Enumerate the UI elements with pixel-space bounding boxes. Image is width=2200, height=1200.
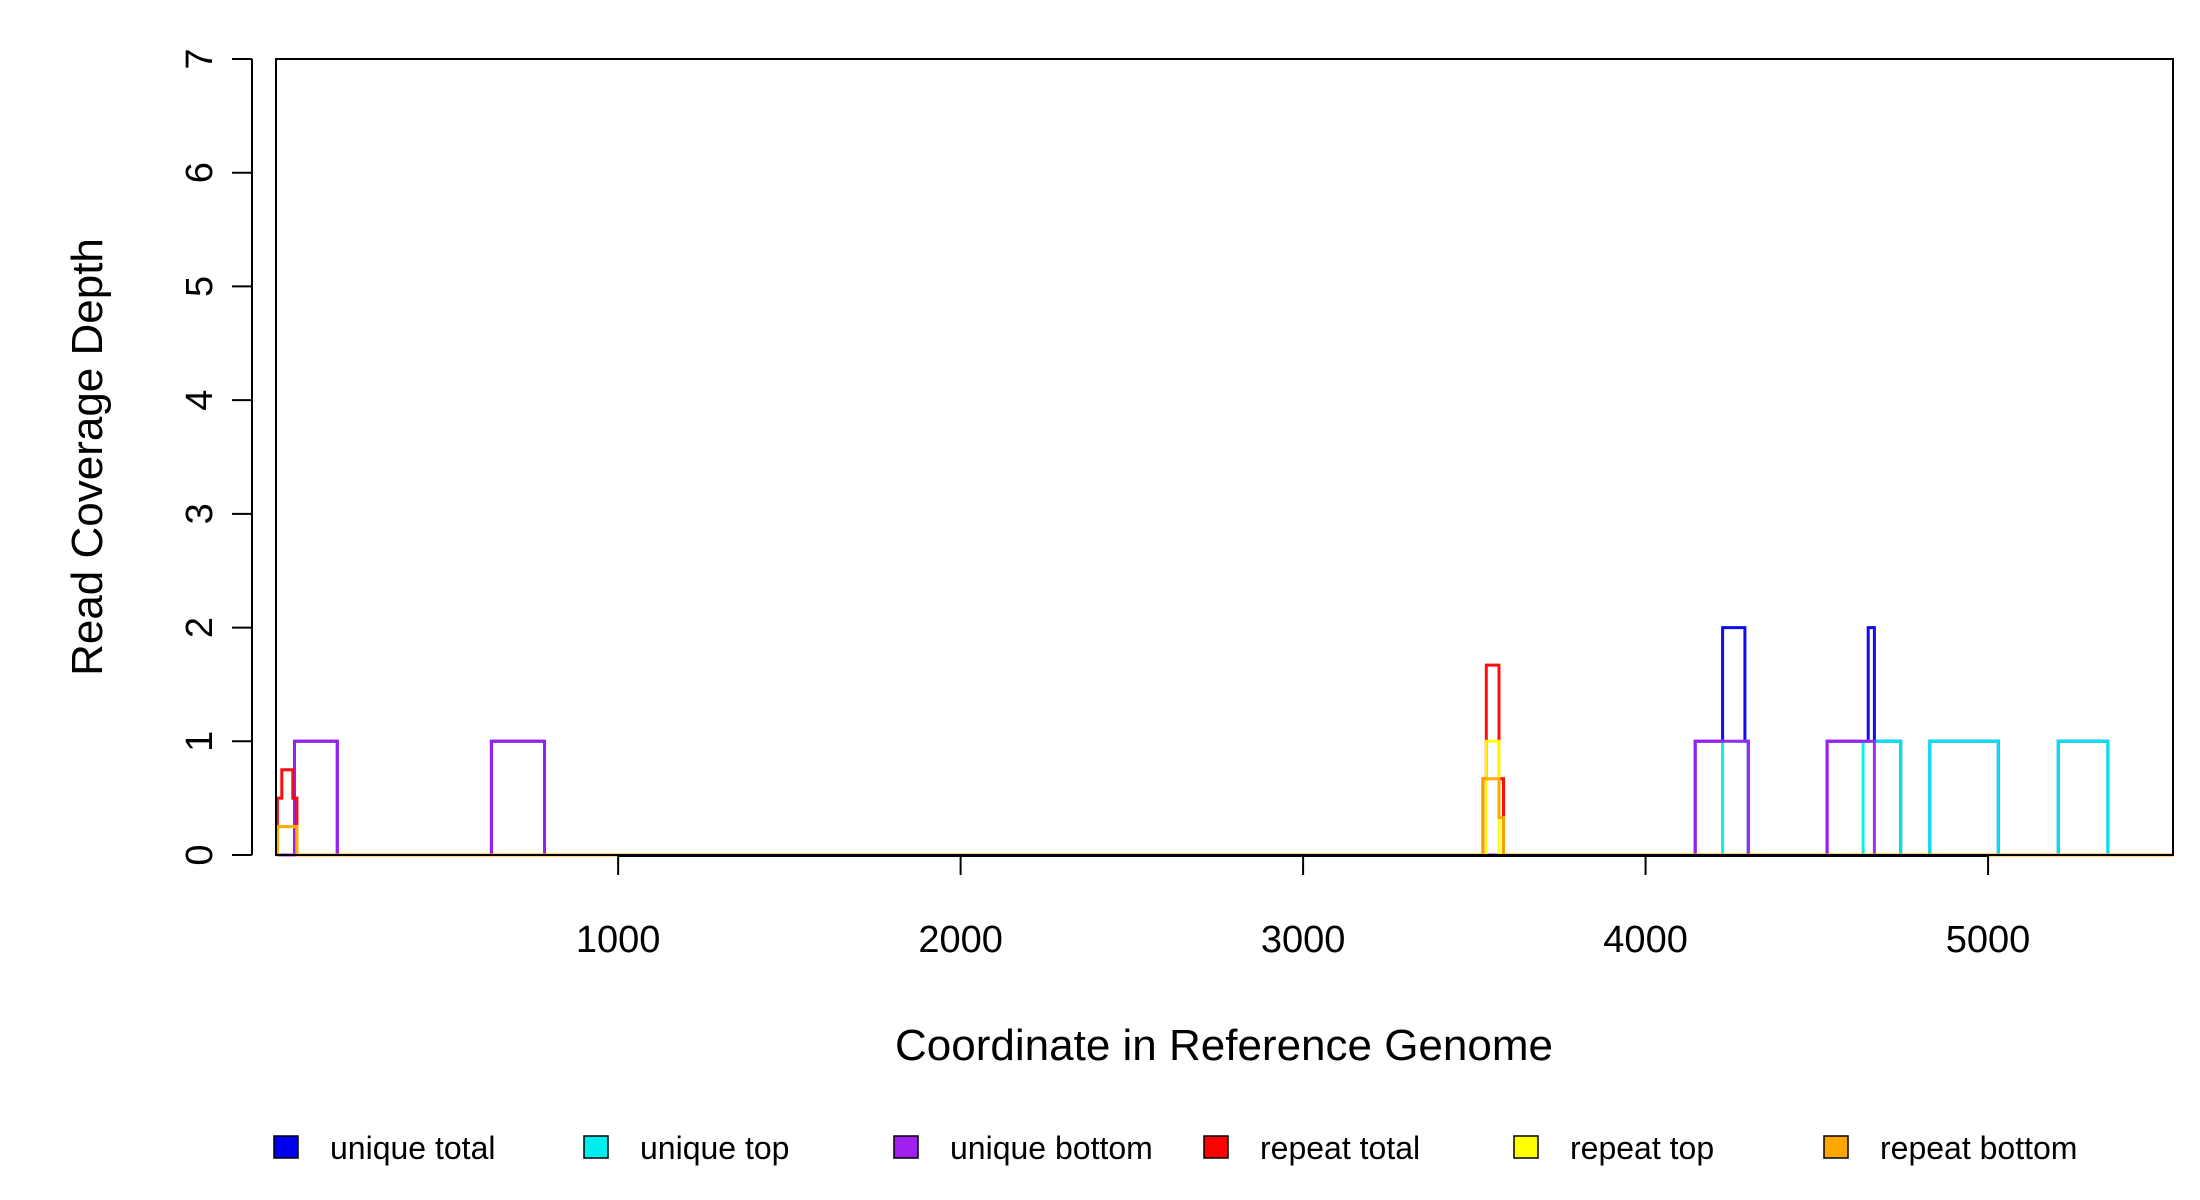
legend-label-unique-bottom: unique bottom — [950, 1130, 1153, 1166]
x-tick-label: 3000 — [1261, 919, 1346, 961]
y-tick-label: 2 — [179, 617, 221, 638]
y-tick-label: 5 — [179, 276, 221, 297]
x-tick-label: 5000 — [1946, 919, 2031, 961]
x-tick-label: 4000 — [1603, 919, 1688, 961]
legend-swatch-repeat-top — [1513, 1135, 1539, 1159]
legend-label-unique-top: unique top — [640, 1130, 789, 1166]
legend-swatch-repeat-bottom — [1823, 1135, 1849, 1159]
legend-label-repeat-top: repeat top — [1570, 1130, 1714, 1166]
legend-swatch-unique-top — [583, 1135, 609, 1159]
x-tick-label: 1000 — [576, 919, 661, 961]
legend-swatch-unique-bottom — [893, 1135, 919, 1159]
series-repeat-bottom — [275, 777, 2173, 857]
legend-label-repeat-total: repeat total — [1260, 1130, 1420, 1166]
legend: unique total unique top unique bottom repea… — [273, 1130, 2077, 1166]
y-tick-label: 0 — [179, 844, 221, 865]
y-tick-label: 7 — [179, 48, 221, 69]
y-tick-label: 4 — [179, 390, 221, 411]
y-tick-label: 3 — [179, 503, 221, 524]
axis-layer: 1000 2000 3000 4000 5000 0 1 2 3 4 5 6 7 — [179, 48, 2030, 961]
y-axis-title: Read Coverage Depth — [63, 238, 112, 676]
legend-swatch-repeat-total — [1203, 1135, 1229, 1159]
x-axis-title: Coordinate in Reference Genome — [895, 1021, 1553, 1070]
legend-swatch-unique-total — [273, 1135, 299, 1159]
legend-label-repeat-bottom: repeat bottom — [1880, 1130, 2077, 1166]
y-tick-label: 1 — [179, 731, 221, 752]
x-tick-label: 2000 — [918, 919, 1003, 961]
y-tick-label: 6 — [179, 162, 221, 183]
legend-label-unique-total: unique total — [330, 1130, 495, 1166]
